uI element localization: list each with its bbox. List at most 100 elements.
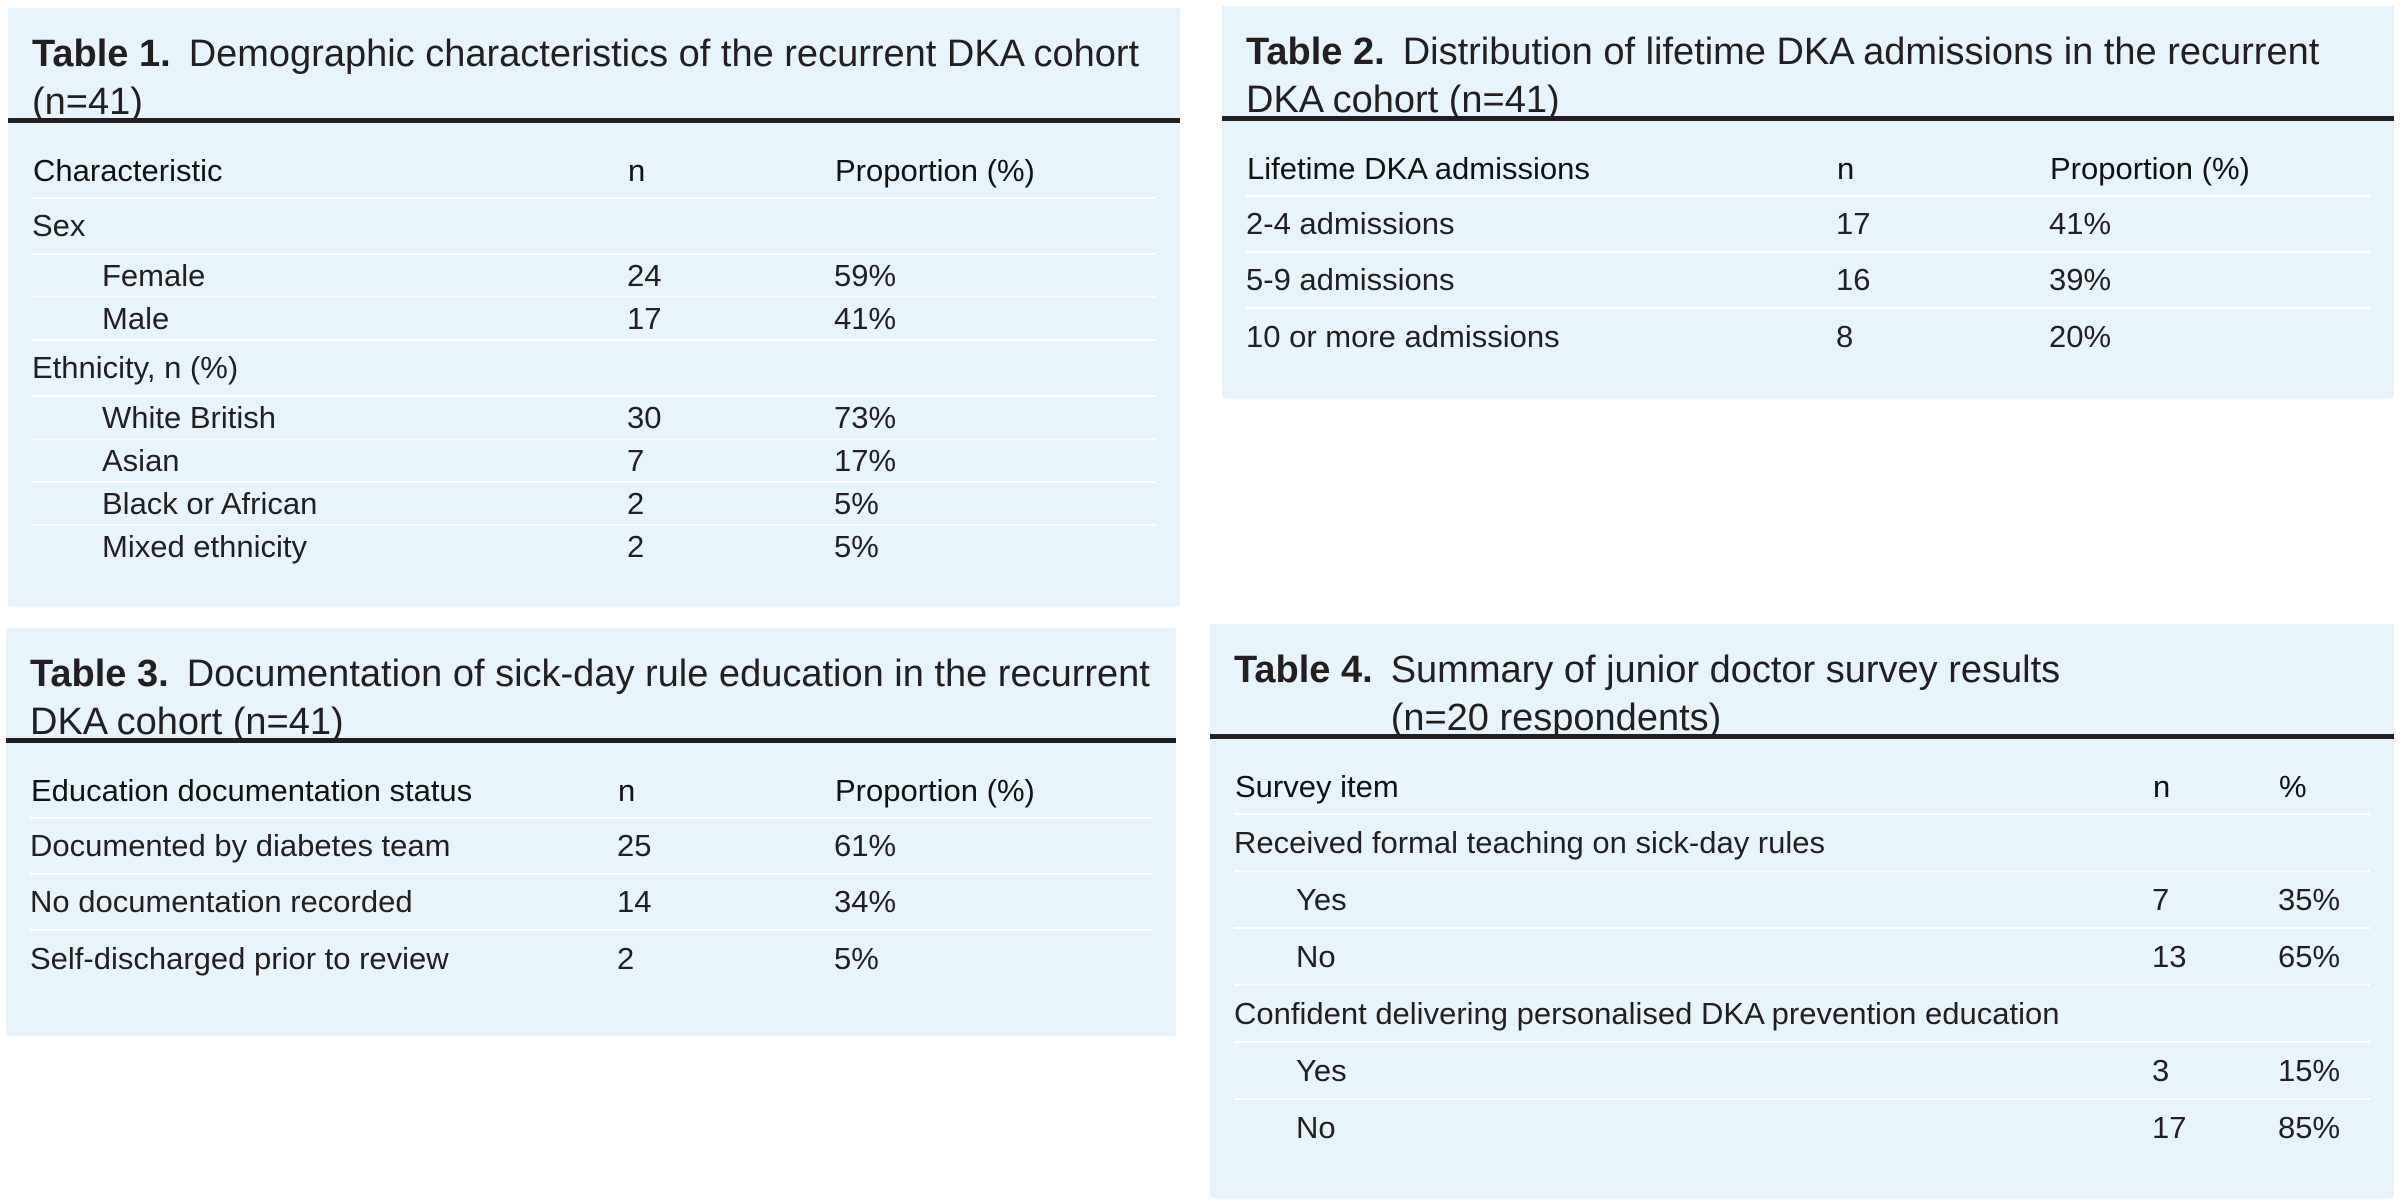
table-row: Black or African 2 5% bbox=[32, 481, 1156, 525]
table-row: No documentation recorded 14 34% bbox=[30, 873, 1152, 930]
table-4-caption: Table 4. Summary of junior doctor survey … bbox=[1210, 624, 2394, 739]
row-n: 14 bbox=[617, 873, 834, 930]
row-n: 2 bbox=[617, 929, 834, 986]
row-n bbox=[627, 197, 834, 254]
row-label: White British bbox=[32, 395, 627, 439]
row-label: No documentation recorded bbox=[30, 873, 617, 930]
table-row: Asian 7 17% bbox=[32, 438, 1156, 482]
row-n: 16 bbox=[1836, 251, 2049, 308]
table-3-header-n: n bbox=[617, 753, 834, 819]
row-n bbox=[2152, 813, 2278, 871]
table-2-caption: Table 2. Distribution of lifetime DKA adm… bbox=[1222, 6, 2394, 121]
table-1-label: Table 1. bbox=[32, 33, 171, 75]
table-3-panel: Table 3. Documentation of sick-day rule e… bbox=[6, 628, 1176, 1036]
row-proportion: 5% bbox=[834, 524, 1156, 568]
row-n: 3 bbox=[2152, 1041, 2278, 1099]
table-row: Yes 7 35% bbox=[1234, 870, 2370, 928]
table-row: Documented by diabetes team 25 61% bbox=[30, 817, 1152, 874]
row-n: 8 bbox=[1836, 307, 2049, 364]
row-proportion: 41% bbox=[834, 296, 1156, 340]
row-percent: 65% bbox=[2278, 927, 2370, 985]
row-n: 30 bbox=[627, 395, 834, 439]
table-4-header-percent: % bbox=[2278, 749, 2370, 815]
row-n: 2 bbox=[627, 524, 834, 568]
row-proportion: 61% bbox=[834, 817, 1152, 874]
table-row: Confident delivering personalised DKA pr… bbox=[1234, 984, 2370, 1042]
table-4-label: Table 4. bbox=[1234, 649, 1373, 691]
row-n bbox=[2152, 984, 2278, 1042]
table-4: Survey item n % Received formal teaching… bbox=[1234, 749, 2370, 1156]
row-label: Male bbox=[32, 296, 627, 340]
row-label: Mixed ethnicity bbox=[32, 524, 627, 568]
table-3: Education documentation status n Proport… bbox=[30, 753, 1152, 986]
row-label: 2-4 admissions bbox=[1246, 195, 1836, 252]
table-1-header-proportion: Proportion (%) bbox=[834, 133, 1156, 199]
table-3-header-proportion: Proportion (%) bbox=[834, 753, 1152, 819]
row-percent: 85% bbox=[2278, 1098, 2370, 1156]
table-1: Characteristic n Proportion (%) Sex Fema… bbox=[32, 133, 1156, 568]
table-1-panel: Table 1. Demographic characteristics of t… bbox=[8, 8, 1180, 606]
table-1-title: Demographic characteristics of the recur… bbox=[32, 33, 1140, 123]
table-row: Male 17 41% bbox=[32, 296, 1156, 340]
table-row: Mixed ethnicity 2 5% bbox=[32, 524, 1156, 568]
table-row: 2-4 admissions 17 41% bbox=[1246, 195, 2370, 252]
table-2-header-n: n bbox=[1836, 131, 2049, 197]
table-row: White British 30 73% bbox=[32, 395, 1156, 439]
row-proportion: 39% bbox=[2049, 251, 2370, 308]
table-1-header-characteristic: Characteristic bbox=[32, 133, 627, 199]
row-proportion: 5% bbox=[834, 929, 1152, 986]
table-3-header-status: Education documentation status bbox=[30, 753, 617, 819]
table-2-title: Distribution of lifetime DKA admissions … bbox=[1246, 31, 2320, 121]
row-n: 17 bbox=[1836, 195, 2049, 252]
row-percent: 35% bbox=[2278, 870, 2370, 928]
table-4-title: Summary of junior doctor survey results … bbox=[1390, 649, 2061, 739]
row-n: 7 bbox=[627, 438, 834, 482]
table-row: Ethnicity, n (%) bbox=[32, 339, 1156, 396]
table-row: Female 24 59% bbox=[32, 253, 1156, 297]
row-proportion: 73% bbox=[834, 395, 1156, 439]
row-label: 5-9 admissions bbox=[1246, 251, 1836, 308]
row-percent bbox=[2278, 984, 2370, 1042]
row-n: 24 bbox=[627, 253, 834, 297]
row-label: 10 or more admissions bbox=[1246, 307, 1836, 364]
row-n: 2 bbox=[627, 481, 834, 525]
table-row: Yes 3 15% bbox=[1234, 1041, 2370, 1099]
row-proportion bbox=[834, 339, 1156, 396]
table-row: Self-discharged prior to review 2 5% bbox=[30, 929, 1152, 986]
row-label: Asian bbox=[32, 438, 627, 482]
table-4-panel: Table 4. Summary of junior doctor survey … bbox=[1210, 624, 2394, 1198]
table-3-caption: Table 3. Documentation of sick-day rule e… bbox=[6, 628, 1176, 743]
row-label: Yes bbox=[1234, 1041, 2152, 1099]
row-n: 17 bbox=[627, 296, 834, 340]
row-proportion: 34% bbox=[834, 873, 1152, 930]
table-row: 5-9 admissions 16 39% bbox=[1246, 251, 2370, 308]
row-percent: 15% bbox=[2278, 1041, 2370, 1099]
row-percent bbox=[2278, 813, 2370, 871]
row-label: Received formal teaching on sick-day rul… bbox=[1234, 813, 2152, 871]
row-label: Confident delivering personalised DKA pr… bbox=[1234, 984, 2152, 1042]
table-row: No 13 65% bbox=[1234, 927, 2370, 985]
row-n: 25 bbox=[617, 817, 834, 874]
table-2-header-admissions: Lifetime DKA admissions bbox=[1246, 131, 1836, 197]
table-3-label: Table 3. bbox=[30, 653, 169, 695]
row-label: Ethnicity, n (%) bbox=[32, 339, 627, 396]
row-proportion: 20% bbox=[2049, 307, 2370, 364]
row-label: Yes bbox=[1234, 870, 2152, 928]
table-4-header-survey-item: Survey item bbox=[1234, 749, 2152, 815]
row-n: 13 bbox=[2152, 927, 2278, 985]
row-n bbox=[627, 339, 834, 396]
row-n: 17 bbox=[2152, 1098, 2278, 1156]
table-row: Received formal teaching on sick-day rul… bbox=[1234, 813, 2370, 871]
table-2-panel: Table 2. Distribution of lifetime DKA adm… bbox=[1222, 6, 2394, 398]
row-label: Self-discharged prior to review bbox=[30, 929, 617, 986]
table-1-header-n: n bbox=[627, 133, 834, 199]
row-label: Female bbox=[32, 253, 627, 297]
table-4-header-n: n bbox=[2152, 749, 2278, 815]
table-2-header-proportion: Proportion (%) bbox=[2049, 131, 2370, 197]
row-label: Black or African bbox=[32, 481, 627, 525]
row-n: 7 bbox=[2152, 870, 2278, 928]
row-label: No bbox=[1234, 927, 2152, 985]
table-2: Lifetime DKA admissions n Proportion (%)… bbox=[1246, 131, 2370, 364]
table-3-title: Documentation of sick-day rule education… bbox=[30, 653, 1150, 743]
row-label: No bbox=[1234, 1098, 2152, 1156]
